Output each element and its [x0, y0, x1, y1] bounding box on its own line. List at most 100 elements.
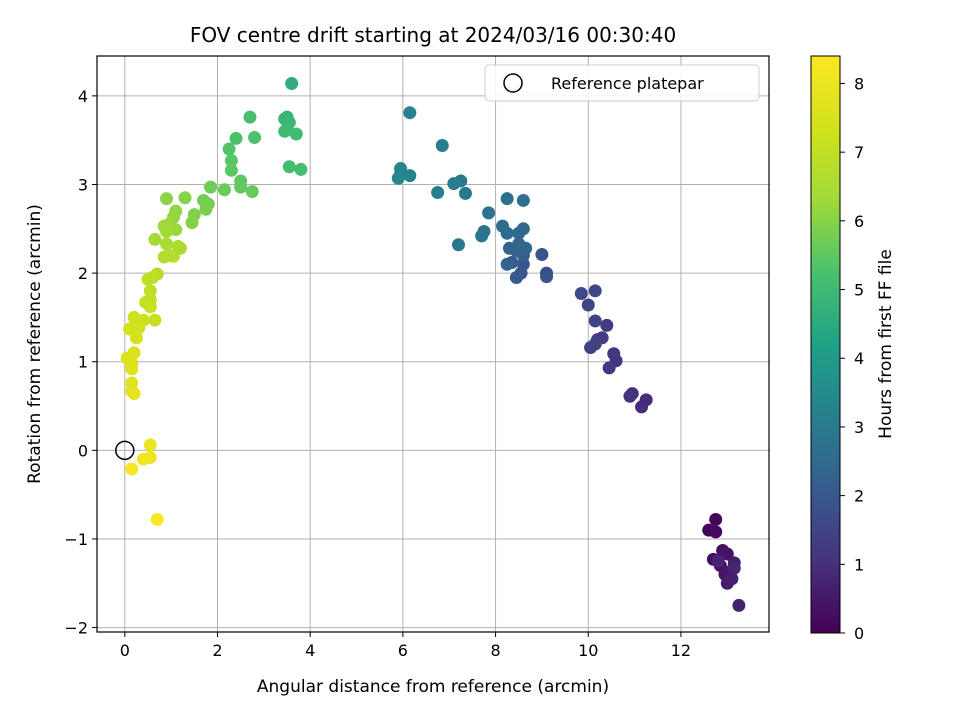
- scatter-point: [725, 572, 739, 586]
- scatter-point: [588, 337, 602, 351]
- y-tick-label: 1: [78, 353, 88, 372]
- scatter-point: [447, 177, 461, 191]
- scatter-point: [581, 298, 595, 312]
- colorbar-tick-label: 8: [854, 74, 864, 93]
- colorbar-tick-label: 7: [854, 143, 864, 162]
- colorbar-tick-label: 4: [854, 349, 864, 368]
- scatter-point: [127, 310, 141, 324]
- scatter-point: [709, 512, 723, 526]
- y-tick-label: −2: [64, 619, 88, 638]
- scatter-point: [512, 237, 526, 251]
- scatter-point: [435, 139, 449, 153]
- colorbar: [811, 56, 840, 633]
- scatter-point: [451, 238, 465, 252]
- scatter-point: [136, 452, 150, 466]
- scatter-point: [148, 232, 162, 246]
- scatter-point: [727, 561, 741, 575]
- scatter-point: [588, 314, 602, 328]
- scatter-point: [711, 554, 725, 568]
- scatter-point: [496, 219, 510, 233]
- data-points: [120, 76, 746, 612]
- scatter-point: [229, 131, 243, 145]
- scatter-point: [282, 160, 296, 174]
- scatter-point: [732, 598, 746, 612]
- scatter-point: [391, 171, 405, 185]
- colorbar-label: Hours from first FF file: [876, 249, 896, 439]
- reference-platepar-marker: [115, 440, 135, 461]
- y-tick-label: −1: [64, 530, 88, 549]
- colorbar-tick-label: 6: [854, 212, 864, 231]
- scatter-point: [125, 462, 139, 476]
- colorbar-tick-label: 0: [854, 624, 864, 643]
- x-tick-label: 0: [120, 641, 130, 660]
- scatter-point: [720, 547, 734, 561]
- legend-marker: [503, 73, 523, 93]
- scatter-point: [143, 438, 157, 452]
- scatter-point: [516, 193, 530, 207]
- scatter-point: [509, 271, 523, 285]
- y-tick-label: 4: [78, 87, 88, 106]
- colorbar-tick-label: 2: [854, 487, 864, 506]
- scatter-point: [278, 124, 292, 138]
- scatter-point: [157, 250, 171, 264]
- scatter-point: [635, 400, 649, 414]
- scatter-point: [122, 322, 136, 336]
- scatter-point: [148, 313, 162, 327]
- scatter-point: [574, 286, 588, 300]
- scatter-point: [475, 229, 489, 243]
- scatter-point: [204, 180, 218, 194]
- x-tick-label: 12: [671, 641, 691, 660]
- legend-label: Reference platepar: [551, 74, 704, 93]
- plot-frame: [96, 55, 770, 633]
- scatter-point: [500, 257, 514, 271]
- x-tick-label: 4: [305, 641, 315, 660]
- colorbar-tick-label: 1: [854, 555, 864, 574]
- scatter-point: [199, 202, 213, 216]
- scatter-point: [160, 237, 174, 251]
- x-tick-label: 6: [398, 641, 408, 660]
- legend[interactable]: Reference platepar: [484, 64, 760, 102]
- y-axis-label: Rotation from reference (arcmin): [25, 204, 45, 484]
- scatter-point: [600, 318, 614, 332]
- scatter-point: [623, 389, 637, 403]
- scatter-point: [178, 191, 192, 205]
- scatter-point: [234, 180, 248, 194]
- scatter-point: [602, 361, 616, 375]
- scatter-point: [482, 206, 496, 220]
- colorbar-tick-label: 5: [854, 281, 864, 300]
- scatter-point: [431, 185, 445, 199]
- scatter-point: [185, 216, 199, 230]
- scatter-point: [403, 106, 417, 120]
- x-tick-label: 10: [578, 641, 598, 660]
- scatter-point: [245, 185, 259, 199]
- scatter-point: [143, 300, 157, 314]
- chart-title: FOV centre drift starting at 2024/03/16 …: [190, 23, 676, 47]
- scatter-point: [127, 387, 141, 401]
- scatter-point: [160, 224, 174, 238]
- scatter-point: [289, 127, 303, 141]
- scatter-point: [500, 192, 514, 206]
- scatter-point: [588, 284, 602, 298]
- scatter-point: [224, 163, 238, 177]
- y-tick-label: 2: [78, 264, 88, 283]
- y-tick-label: 0: [78, 441, 88, 460]
- x-axis-ticks: 0 2 4 6 8 10 12: [120, 632, 691, 660]
- scatter-point: [294, 162, 308, 176]
- colorbar-tick-label: 3: [854, 418, 864, 437]
- scatter-point: [217, 183, 231, 197]
- x-tick-label: 8: [490, 641, 500, 660]
- scatter-point: [243, 110, 257, 124]
- scatter-point: [129, 331, 143, 345]
- scatter-point: [394, 162, 408, 176]
- y-axis-ticks: −2 −1 0 1 2 3 4: [64, 87, 97, 638]
- scatter-point: [160, 192, 174, 206]
- scatter-point: [248, 131, 262, 145]
- scatter-point: [535, 247, 549, 261]
- scatter-point: [512, 226, 526, 240]
- scatter-point: [540, 270, 554, 284]
- colorbar-ticks: 0 1 2 3 4 5 6 7 8: [840, 74, 864, 643]
- scatter-point: [125, 362, 139, 376]
- scatter-point: [224, 154, 238, 168]
- x-tick-label: 2: [212, 641, 222, 660]
- colorbar-frame: [810, 55, 841, 634]
